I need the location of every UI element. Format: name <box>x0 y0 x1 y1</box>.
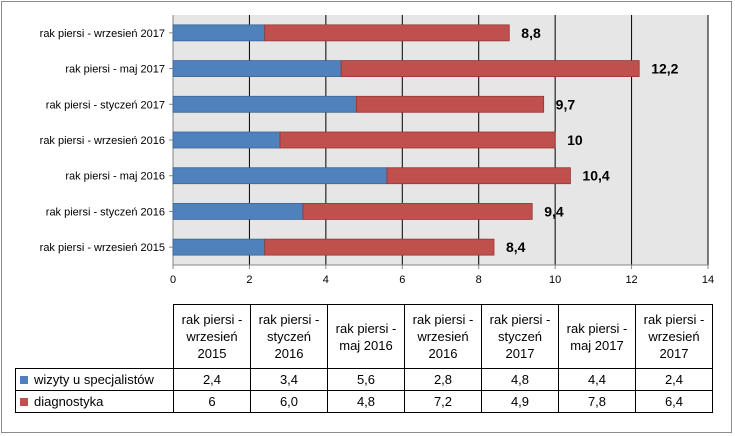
bar-diagnostics <box>279 131 556 149</box>
category-label: rak piersi - wrzesień 2015 <box>40 242 165 254</box>
bar-visits <box>172 167 388 185</box>
table-header-line: rak piersi - <box>643 312 705 327</box>
table-header-cell: rak piersi - maj 2016 <box>327 304 405 369</box>
x-tick-label: 12 <box>625 274 637 286</box>
total-label: 9,4 <box>544 203 564 219</box>
table-value-cell: 6,0 <box>250 390 328 413</box>
category-label: rak piersi - wrzesień 2017 <box>40 28 165 40</box>
legend-entry-visits: wizyty u specjalistów <box>15 368 174 391</box>
table-header-line: styczeń <box>266 329 312 344</box>
table-corner <box>16 305 174 369</box>
table-header-line: wrzesień <box>648 329 700 344</box>
x-tick-label: 4 <box>323 274 329 286</box>
category-label: rak piersi - maj 2016 <box>65 171 165 183</box>
bar-diagnostics <box>264 24 510 42</box>
table-value-cell: 3,4 <box>250 368 328 391</box>
x-tick-label: 6 <box>399 274 405 286</box>
table-header-cell: rak piersi - maj 2017 <box>558 304 636 369</box>
x-tick-label: 0 <box>170 274 176 286</box>
total-label: 12,2 <box>651 61 678 77</box>
total-label: 8,8 <box>521 25 541 41</box>
table-value-cell: 4,8 <box>481 368 559 391</box>
legend-swatch-diagnostics <box>20 397 28 406</box>
bar-visits <box>172 131 281 149</box>
table-value-cell: 7,2 <box>404 390 482 413</box>
table-header-line: rak piersi - <box>335 320 397 336</box>
total-label: 9,7 <box>556 96 576 112</box>
legend-label-visits: wizyty u specjalistów <box>34 372 154 387</box>
table-header-line: rak piersi - <box>258 312 320 327</box>
total-label: 10 <box>567 132 583 148</box>
table-value-cell: 5,6 <box>327 368 405 391</box>
category-label: rak piersi - styczeń 2017 <box>46 99 165 111</box>
table-header-cell: rak piersi - wrzesień 2017 <box>635 304 713 369</box>
data-table: rak piersi - wrzesień 2015 rak piersi - styc… <box>15 304 713 413</box>
bar-visits <box>172 95 357 113</box>
x-tick-label: 14 <box>702 274 714 286</box>
table-row-visits: wizyty u specjalistów 2,4 3,4 5,6 2,8 4,8 4,4… <box>15 368 713 391</box>
table-header-line: 2015 <box>197 346 227 361</box>
x-tick-label: 8 <box>476 274 482 286</box>
category-label: rak piersi - wrzesień 2016 <box>40 135 165 147</box>
table-header-cell: rak piersi - wrzesień 2016 <box>404 304 482 369</box>
table-value-cell: 4,4 <box>558 368 636 391</box>
table-header-cell: rak piersi - wrzesień 2015 <box>173 304 251 369</box>
bar-visits <box>172 203 304 220</box>
legend-label-diagnostics: diagnostyka <box>34 394 104 409</box>
bar-diagnostics <box>386 167 571 185</box>
table-header-line: rak piersi - <box>489 312 551 327</box>
bar-visits <box>172 60 342 77</box>
bar-diagnostics <box>302 203 533 220</box>
table-header-line: rak piersi - <box>566 320 628 336</box>
table-header-line: 2016 <box>274 346 304 361</box>
bar-diagnostics <box>264 238 495 256</box>
table-header-line: rak piersi - <box>181 312 243 327</box>
table-header-line: wrzesień <box>186 329 238 344</box>
table-header-line: maj 2016 <box>339 337 393 353</box>
table-header-row: rak piersi - wrzesień 2015 rak piersi - styc… <box>16 304 713 369</box>
category-label: rak piersi - maj 2017 <box>65 64 165 76</box>
table-value-cell: 2,4 <box>635 368 713 391</box>
table-header-line: maj 2017 <box>570 337 624 353</box>
category-label: rak piersi - styczeń 2016 <box>46 206 165 218</box>
table-value-cell: 2,4 <box>173 368 251 391</box>
table-value-cell: 2,8 <box>404 368 482 391</box>
table-value-cell: 4,9 <box>481 390 559 413</box>
table-header-line: rak piersi - <box>412 312 474 327</box>
table-header-line: 2017 <box>505 346 535 361</box>
x-tick-label: 2 <box>246 274 252 286</box>
total-label: 8,4 <box>506 239 526 255</box>
total-label: 10,4 <box>582 168 609 184</box>
table-header-line: 2017 <box>659 346 689 361</box>
table-value-cell: 4,8 <box>327 390 405 413</box>
table-header-line: styczeń <box>497 329 543 344</box>
bar-visits <box>172 24 266 42</box>
table-header-cell: rak piersi - styczeń 2017 <box>481 304 559 369</box>
table-header-line: 2016 <box>428 346 458 361</box>
table-header-line: wrzesień <box>417 329 469 344</box>
table-value-cell: 7,8 <box>558 390 636 413</box>
bar-visits <box>172 238 266 256</box>
x-tick-label: 10 <box>549 274 561 286</box>
legend-swatch-visits <box>20 375 28 384</box>
bar-chart: 0 2 4 6 8 10 12 14 rak piersi - wrzesień 2015 8,4… <box>40 15 714 286</box>
bar-diagnostics <box>356 95 545 113</box>
table-row-diagnostics: diagnostyka 6 6,0 4,8 7,2 4,9 7,8 6,4 <box>15 390 713 413</box>
table-value-cell: 6,4 <box>635 390 713 413</box>
table-value-cell: 6 <box>173 390 251 413</box>
bar-diagnostics <box>340 60 640 77</box>
legend-entry-diagnostics: diagnostyka <box>15 390 174 413</box>
table-header-cell: rak piersi - styczeń 2016 <box>250 304 328 369</box>
